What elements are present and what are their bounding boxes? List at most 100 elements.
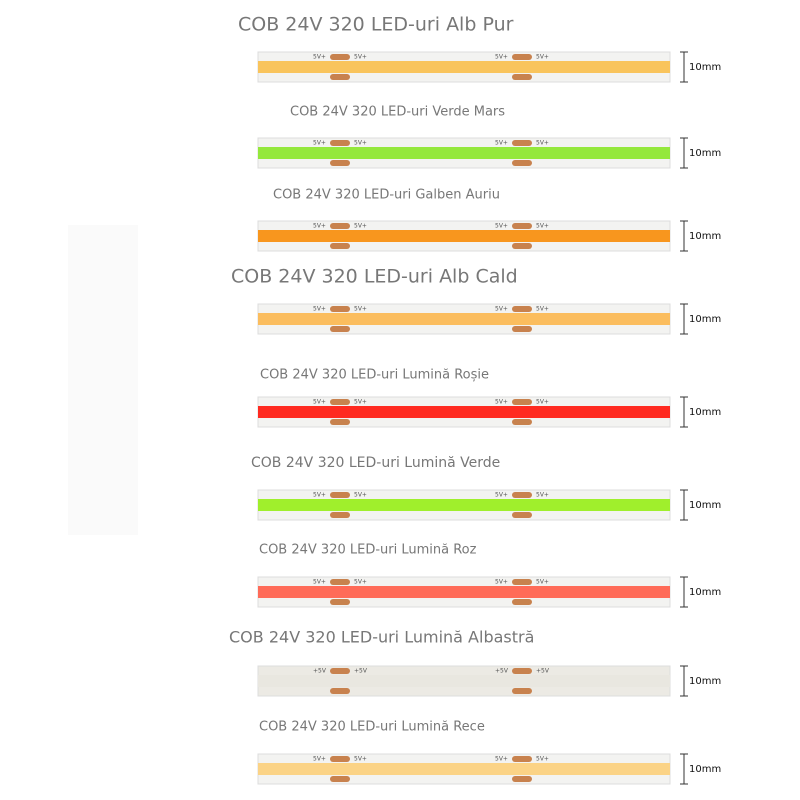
strip-led-band bbox=[258, 586, 670, 598]
pad-label: 5V+ bbox=[536, 756, 549, 763]
strip-title: COB 24V 320 LED-uri Alb Pur bbox=[238, 14, 514, 36]
pad-label: 5V+ bbox=[354, 54, 367, 61]
solder-pad bbox=[512, 776, 532, 782]
strip-title: COB 24V 320 LED-uri Lumină Roz bbox=[259, 543, 477, 558]
solder-pad bbox=[330, 599, 350, 605]
pad-label: 5V+ bbox=[536, 306, 549, 313]
dimension-label: 10mm bbox=[689, 314, 721, 325]
solder-pad bbox=[330, 419, 350, 425]
solder-pad bbox=[330, 492, 350, 498]
solder-pad bbox=[512, 668, 532, 674]
solder-pad bbox=[512, 492, 532, 498]
solder-pad bbox=[330, 579, 350, 585]
dimension-label: 10mm bbox=[689, 764, 721, 775]
pad-label: 5V+ bbox=[313, 756, 326, 763]
strip-title: COB 24V 320 LED-uri Lumină Roșie bbox=[260, 368, 489, 383]
strip-led-band bbox=[258, 499, 670, 511]
pad-label: 5V+ bbox=[354, 756, 367, 763]
dimension-label: 10mm bbox=[689, 148, 721, 159]
pad-label: 5V+ bbox=[313, 140, 326, 147]
pad-label: 5V+ bbox=[536, 223, 549, 230]
solder-pad bbox=[330, 688, 350, 694]
pad-label: 5V+ bbox=[495, 54, 508, 61]
solder-pad bbox=[512, 579, 532, 585]
pad-label: 5V+ bbox=[495, 306, 508, 313]
pad-label: 5V+ bbox=[536, 579, 549, 586]
strip-title: COB 24V 320 LED-uri Lumină Albastră bbox=[229, 628, 534, 647]
pad-label: 5V+ bbox=[313, 223, 326, 230]
solder-pad bbox=[330, 243, 350, 249]
solder-pad bbox=[330, 74, 350, 80]
solder-pad bbox=[512, 599, 532, 605]
solder-pad bbox=[330, 223, 350, 229]
solder-pad bbox=[512, 326, 532, 332]
solder-pad bbox=[512, 419, 532, 425]
strip-led-band bbox=[258, 406, 670, 418]
strip-led-band bbox=[258, 147, 670, 159]
pad-label: 5V+ bbox=[313, 492, 326, 499]
pad-label: 5V+ bbox=[536, 54, 549, 61]
solder-pad bbox=[330, 668, 350, 674]
pad-label: 5V+ bbox=[313, 306, 326, 313]
strip-title: COB 24V 320 LED-uri Alb Cald bbox=[231, 266, 518, 288]
solder-pad bbox=[512, 223, 532, 229]
solder-pad bbox=[512, 140, 532, 146]
pad-label: 5V+ bbox=[313, 54, 326, 61]
dimension-label: 10mm bbox=[689, 407, 721, 418]
pad-label: 5V+ bbox=[495, 756, 508, 763]
dimension-label: 10mm bbox=[689, 676, 721, 687]
solder-pad bbox=[512, 243, 532, 249]
pad-label: +5V bbox=[495, 668, 509, 675]
solder-pad bbox=[330, 756, 350, 762]
pad-label: 5V+ bbox=[313, 579, 326, 586]
solder-pad bbox=[330, 140, 350, 146]
dimension-label: 10mm bbox=[689, 62, 721, 73]
pad-label: 5V+ bbox=[313, 399, 326, 406]
solder-pad bbox=[330, 776, 350, 782]
strip-led-band bbox=[258, 230, 670, 242]
pad-label: +5V bbox=[536, 668, 550, 675]
pad-label: 5V+ bbox=[495, 492, 508, 499]
strip-led-band bbox=[258, 313, 670, 325]
solder-pad bbox=[512, 54, 532, 60]
pad-label: 5V+ bbox=[495, 223, 508, 230]
strip-title: COB 24V 320 LED-uri Lumină Verde bbox=[251, 455, 500, 471]
pad-label: 5V+ bbox=[354, 399, 367, 406]
pad-label: 5V+ bbox=[354, 306, 367, 313]
pad-label: 5V+ bbox=[536, 492, 549, 499]
solder-pad bbox=[512, 399, 532, 405]
strip-led-band bbox=[258, 763, 670, 775]
solder-pad bbox=[330, 326, 350, 332]
strip-title: COB 24V 320 LED-uri Lumină Rece bbox=[259, 720, 485, 735]
pad-label: 5V+ bbox=[536, 140, 549, 147]
pad-label: 5V+ bbox=[354, 140, 367, 147]
solder-pad bbox=[512, 160, 532, 166]
pad-label: 5V+ bbox=[495, 579, 508, 586]
dimension-label: 10mm bbox=[689, 500, 721, 511]
pad-label: 5V+ bbox=[495, 399, 508, 406]
pad-label: 5V+ bbox=[354, 579, 367, 586]
strip-led-band bbox=[258, 675, 670, 687]
solder-pad bbox=[330, 54, 350, 60]
solder-pad bbox=[330, 306, 350, 312]
strip-title: COB 24V 320 LED-uri Verde Mars bbox=[290, 105, 505, 120]
pad-label: +5V bbox=[354, 668, 368, 675]
solder-pad bbox=[512, 688, 532, 694]
solder-pad bbox=[512, 512, 532, 518]
dimension-label: 10mm bbox=[689, 231, 721, 242]
dimension-label: 10mm bbox=[689, 587, 721, 598]
solder-pad bbox=[512, 306, 532, 312]
pad-label: 5V+ bbox=[354, 492, 367, 499]
solder-pad bbox=[330, 399, 350, 405]
strip-title: COB 24V 320 LED-uri Galben Auriu bbox=[273, 188, 500, 203]
pad-label: 5V+ bbox=[495, 140, 508, 147]
solder-pad bbox=[512, 756, 532, 762]
solder-pad bbox=[512, 74, 532, 80]
pad-label: 5V+ bbox=[354, 223, 367, 230]
pad-label: +5V bbox=[313, 668, 327, 675]
strip-led-band bbox=[258, 61, 670, 73]
solder-pad bbox=[330, 512, 350, 518]
pad-label: 5V+ bbox=[536, 399, 549, 406]
solder-pad bbox=[330, 160, 350, 166]
